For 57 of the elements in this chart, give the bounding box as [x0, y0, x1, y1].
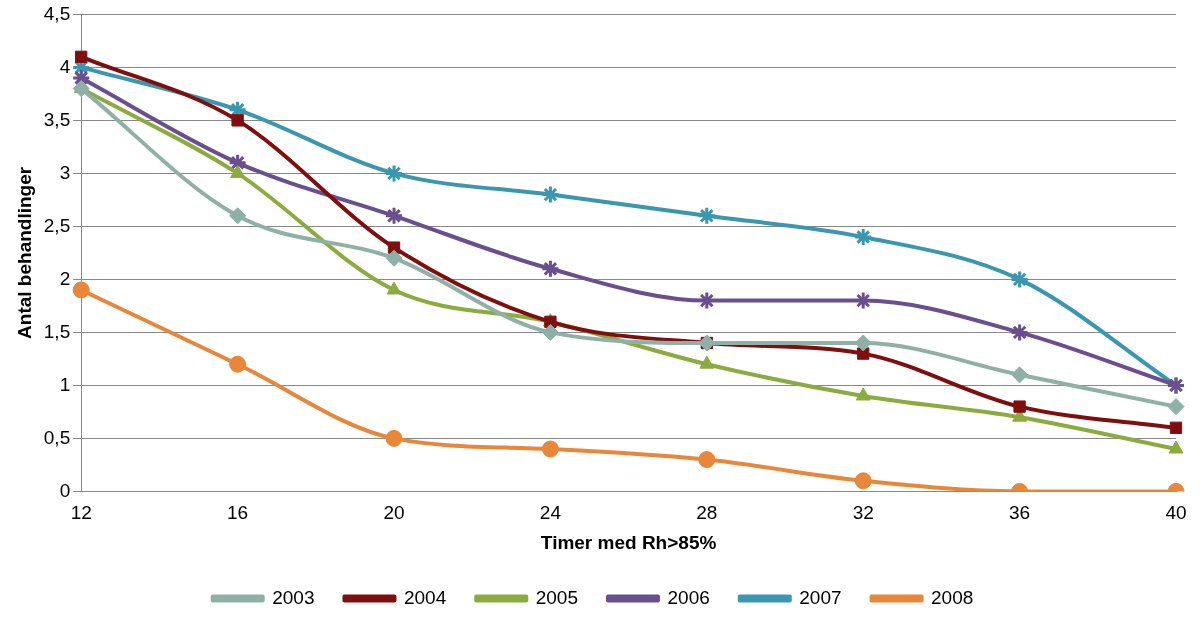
- point: [72, 281, 90, 299]
- y-tick-label: 2,5: [43, 214, 71, 236]
- point: [1011, 366, 1029, 384]
- y-tick-label: 0: [59, 479, 71, 501]
- point: [384, 206, 404, 226]
- point: [1013, 400, 1026, 413]
- legend-label: 2006: [667, 586, 710, 608]
- x-tick-label: 24: [539, 502, 562, 524]
- point: [541, 440, 559, 458]
- point: [853, 227, 873, 247]
- y-tick-label: 1: [59, 373, 71, 395]
- point: [385, 429, 403, 447]
- point: [853, 291, 873, 311]
- point: [72, 80, 90, 98]
- point: [1010, 322, 1030, 342]
- y-tick-label: 3,5: [43, 108, 71, 130]
- point: [387, 241, 401, 254]
- point: [855, 387, 871, 401]
- point: [231, 114, 244, 127]
- y-tick-label: 4: [59, 55, 71, 77]
- x-tick-label: 16: [227, 502, 249, 524]
- point: [697, 291, 717, 311]
- x-axis-title: Timer med Rh>85%: [540, 531, 717, 553]
- legend-label: 2007: [799, 586, 842, 608]
- x-tick-label: 28: [696, 502, 718, 524]
- point: [385, 249, 403, 267]
- x-tick-label: 40: [1165, 502, 1187, 524]
- y-axis-title: Antal behandlinger: [13, 166, 35, 339]
- point: [1010, 269, 1030, 289]
- point: [1168, 440, 1184, 454]
- legend-label: 2005: [535, 586, 579, 608]
- point: [1167, 398, 1185, 416]
- point: [697, 206, 717, 226]
- x-tick-label: 12: [70, 502, 92, 524]
- x-tick-label: 36: [1009, 502, 1031, 524]
- y-tick-label: 3: [59, 161, 71, 183]
- legend-label: 2008: [931, 586, 974, 608]
- point: [540, 185, 560, 205]
- point: [699, 355, 715, 369]
- point: [698, 451, 716, 469]
- point: [384, 163, 404, 183]
- point: [386, 281, 402, 295]
- y-tick-label: 4,5: [43, 2, 71, 24]
- point: [229, 207, 247, 225]
- y-tick-label: 2: [59, 267, 71, 289]
- point: [540, 259, 560, 279]
- point: [541, 323, 559, 341]
- legend-label: 2003: [272, 586, 315, 608]
- x-tick-label: 32: [852, 502, 874, 524]
- point: [229, 355, 247, 373]
- y-tick-label: 0,5: [43, 426, 71, 448]
- point: [75, 50, 88, 63]
- point: [1169, 421, 1183, 434]
- legend-label: 2004: [403, 586, 447, 608]
- y-tick-label: 1,5: [43, 320, 71, 342]
- point: [854, 472, 872, 490]
- x-tick-label: 20: [383, 502, 405, 524]
